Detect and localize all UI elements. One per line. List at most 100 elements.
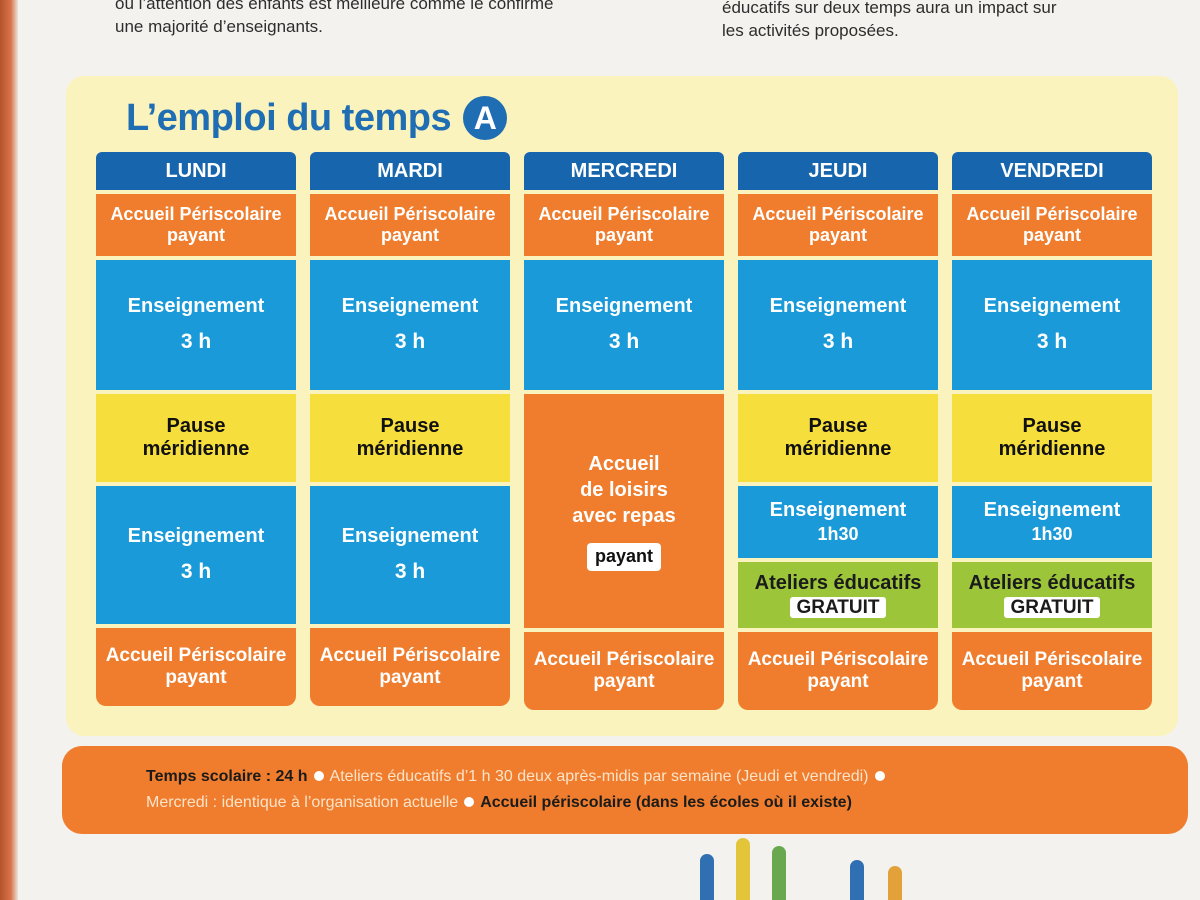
schedule-grid: LUNDI Accueil Périscolaire payant Enseig…	[96, 152, 1152, 710]
pause-label-line1: Pause	[1022, 415, 1082, 437]
enseignement-label: Enseignement	[983, 499, 1121, 522]
footer-line2: Mercredi : identique à l’organisation ac…	[146, 790, 1188, 816]
day-header-lundi: LUNDI	[96, 152, 296, 190]
enseignement-label: Enseignement	[555, 295, 693, 318]
enseignement-hours: 3 h	[180, 330, 212, 354]
footer-line1: Temps scolaire : 24 h Ateliers éducatifs …	[146, 764, 1188, 790]
enseignement-hours: 3 h	[1036, 330, 1068, 354]
accueil-paid-label: payant	[166, 225, 226, 245]
footer-summary: Temps scolaire : 24 h Ateliers éducatifs …	[62, 746, 1188, 834]
accueil-label: Accueil Périscolaire	[324, 204, 496, 225]
accueil-periscolaire-evening: Accueil Périscolaire payant	[952, 632, 1152, 710]
loisirs-line3: avec repas	[572, 505, 676, 528]
accueil-periscolaire-evening: Accueil Périscolaire payant	[524, 632, 724, 710]
footer-ateliers-text: Ateliers éducatifs d’1 h 30 deux après-m…	[329, 768, 869, 785]
accueil-periscolaire-evening: Accueil Périscolaire payant	[96, 628, 296, 706]
accueil-paid-label: payant	[594, 225, 654, 245]
column-lundi: LUNDI Accueil Périscolaire payant Enseig…	[96, 152, 296, 710]
pause-meridienne: Pause méridienne	[96, 394, 296, 482]
pause-label-line1: Pause	[808, 415, 868, 437]
pause-label-line2: méridienne	[356, 438, 464, 460]
enseignement-short: Enseignement 1h30	[952, 486, 1152, 558]
accueil-label: Accueil Périscolaire	[747, 649, 929, 671]
day-header-mercredi: MERCREDI	[524, 152, 724, 190]
pause-label-line1: Pause	[166, 415, 226, 437]
pause-label-line2: méridienne	[784, 438, 892, 460]
enseignement-hours: 3 h	[180, 560, 212, 584]
intro-left-line1: où l’attention des enfants est meilleure…	[115, 0, 554, 13]
accueil-paid-label: payant	[1022, 225, 1082, 245]
accueil-label: Accueil Périscolaire	[961, 649, 1143, 671]
ateliers-educatifs: Ateliers éducatifs GRATUIT	[738, 562, 938, 628]
footer-mercredi-text: Mercredi : identique à l’organisation ac…	[146, 794, 459, 811]
accueil-paid-label: payant	[379, 667, 441, 688]
enseignement-afternoon: Enseignement 3 h	[96, 486, 296, 624]
accueil-paid-label: payant	[593, 671, 655, 692]
handprint-decoration-icon	[772, 846, 786, 900]
accueil-paid-label: payant	[808, 225, 868, 245]
accueil-periscolaire-morning: Accueil Périscolaire payant	[738, 194, 938, 256]
enseignement-morning: Enseignement 3 h	[524, 260, 724, 390]
pause-meridienne: Pause méridienne	[952, 394, 1152, 482]
accueil-periscolaire-evening: Accueil Périscolaire payant	[738, 632, 938, 710]
bullet-icon	[464, 797, 475, 807]
pause-label-line2: méridienne	[142, 438, 250, 460]
accueil-periscolaire-morning: Accueil Périscolaire payant	[96, 194, 296, 256]
pause-label-line1: Pause	[380, 415, 440, 437]
bullet-icon	[313, 771, 324, 781]
accueil-periscolaire-evening: Accueil Périscolaire payant	[310, 628, 510, 706]
accueil-paid-label: payant	[807, 671, 869, 692]
column-vendredi: VENDREDI Accueil Périscolaire payant Ens…	[952, 152, 1152, 710]
accueil-label: Accueil Périscolaire	[319, 645, 501, 667]
footer-accueil-text: Accueil périscolaire (dans les écoles où…	[480, 794, 852, 811]
accueil-label: Accueil Périscolaire	[105, 645, 287, 667]
accueil-label: Accueil Périscolaire	[752, 204, 924, 225]
ateliers-label: Ateliers éducatifs	[968, 571, 1136, 594]
enseignement-hours: 3 h	[822, 330, 854, 354]
column-mardi: MARDI Accueil Périscolaire payant Enseig…	[310, 152, 510, 710]
enseignement-morning: Enseignement 3 h	[310, 260, 510, 390]
accueil-periscolaire-morning: Accueil Périscolaire payant	[952, 194, 1152, 256]
enseignement-label: Enseignement	[983, 295, 1121, 318]
accueil-periscolaire-morning: Accueil Périscolaire payant	[524, 194, 724, 256]
handprint-decoration-icon	[736, 838, 750, 900]
column-mercredi: MERCREDI Accueil Périscolaire payant Ens…	[524, 152, 724, 710]
enseignement-label: Enseignement	[769, 499, 907, 522]
title-badge: A	[463, 96, 508, 140]
day-header-jeudi: JEUDI	[738, 152, 938, 190]
free-tag: GRATUIT	[790, 596, 886, 619]
loisirs-line2: de loisirs	[580, 479, 668, 502]
footer-school-time: Temps scolaire : 24 h	[146, 768, 308, 785]
day-header-mardi: MARDI	[310, 152, 510, 190]
pause-meridienne: Pause méridienne	[310, 394, 510, 482]
accueil-label: Accueil Périscolaire	[533, 649, 715, 671]
accueil-de-loisirs: Accueil de loisirs avec repas payant	[524, 394, 724, 628]
loisirs-line1: Accueil	[588, 453, 660, 476]
handprint-decoration-icon	[700, 854, 714, 900]
enseignement-label: Enseignement	[127, 295, 265, 318]
enseignement-afternoon: Enseignement 3 h	[310, 486, 510, 624]
free-tag: GRATUIT	[1004, 596, 1100, 619]
schedule-title: L’emploi du temps A	[126, 96, 508, 140]
column-jeudi: JEUDI Accueil Périscolaire payant Enseig…	[738, 152, 938, 710]
accueil-paid-label: payant	[1021, 671, 1083, 692]
ateliers-educatifs: Ateliers éducatifs GRATUIT	[952, 562, 1152, 628]
accueil-paid-label: payant	[380, 225, 440, 245]
enseignement-hours: 3 h	[394, 330, 426, 354]
intro-right-text: éducatifs sur deux temps aura un impact …	[722, 0, 1122, 42]
page-edge	[0, 0, 18, 900]
accueil-label: Accueil Périscolaire	[966, 204, 1138, 225]
intro-left-line2: une majorité d’enseignants.	[115, 17, 323, 36]
enseignement-label: Enseignement	[127, 525, 265, 548]
pause-label-line2: méridienne	[998, 438, 1106, 460]
ateliers-label: Ateliers éducatifs	[754, 571, 922, 594]
paid-tag: payant	[586, 543, 662, 571]
accueil-paid-label: payant	[165, 667, 227, 688]
pause-meridienne: Pause méridienne	[738, 394, 938, 482]
enseignement-hours: 3 h	[394, 560, 426, 584]
enseignement-morning: Enseignement 3 h	[738, 260, 938, 390]
enseignement-label: Enseignement	[341, 525, 479, 548]
enseignement-hours: 3 h	[608, 330, 640, 354]
enseignement-morning: Enseignement 3 h	[952, 260, 1152, 390]
day-header-vendredi: VENDREDI	[952, 152, 1152, 190]
